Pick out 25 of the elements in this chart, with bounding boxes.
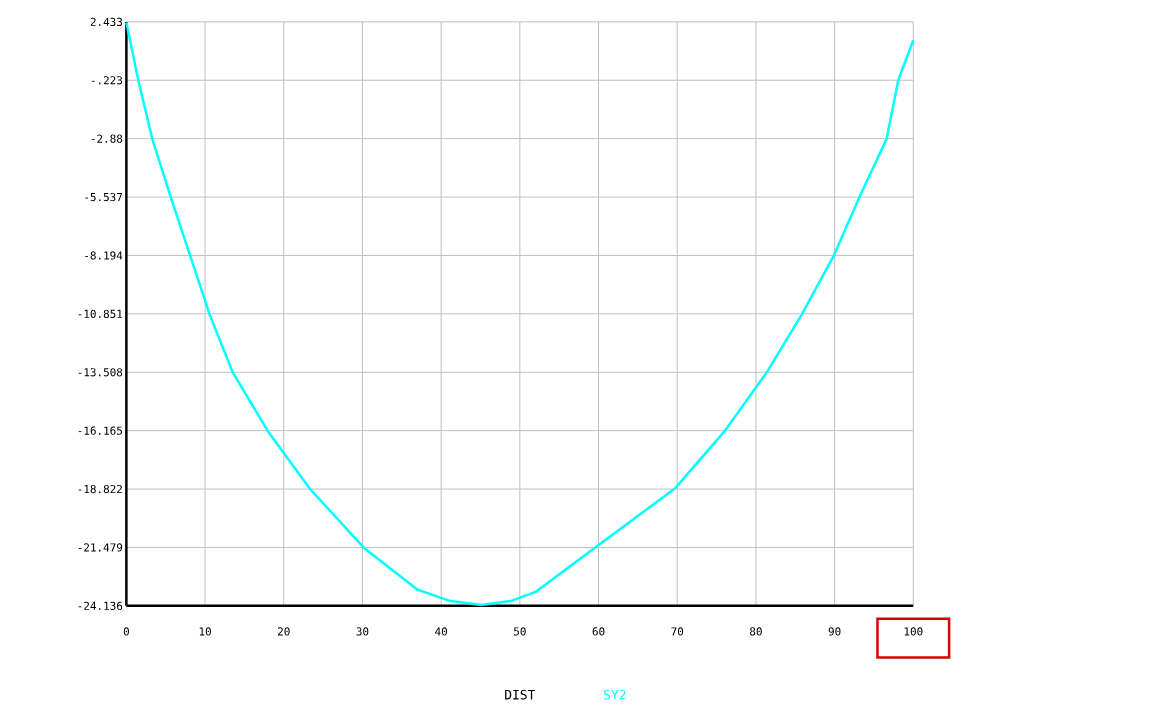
x-tick-label: 20 [277, 627, 290, 636]
y-tick-label: -24.136 [78, 601, 123, 610]
x-tick-label: 0 [123, 627, 129, 636]
y-tick-label: -.223 [91, 75, 123, 85]
text: SY2 [604, 689, 626, 700]
x-tick-label: 40 [435, 627, 448, 636]
y-tick-label: -13.508 [78, 367, 123, 377]
x-tick-label: 10 [199, 627, 211, 636]
y-tick-label: -16.165 [78, 426, 122, 435]
y-tick-label: -5.537 [85, 192, 123, 202]
x-tick-label: 80 [750, 627, 762, 636]
x-tick-label: 70 [671, 627, 684, 636]
x-axis-title: DIST [505, 689, 536, 700]
y-tick-label: -21.479 [78, 543, 123, 552]
y-tick-label: -18.822 [78, 484, 122, 494]
y-tick-label: -10.851 [78, 309, 123, 318]
line-series [125, 21, 915, 607]
y-tick-label: 2.433 [90, 17, 123, 26]
x-tick-label: 90 [828, 627, 841, 636]
y-tick-label: -8.194 [85, 251, 123, 260]
y-tick-label: -2.88 [91, 134, 123, 143]
x-tick-label: 50 [514, 627, 526, 636]
x-tick-label: 30 [356, 627, 369, 636]
x-tick-label: 60 [592, 627, 605, 636]
x-tick-label: 100 [904, 627, 923, 636]
